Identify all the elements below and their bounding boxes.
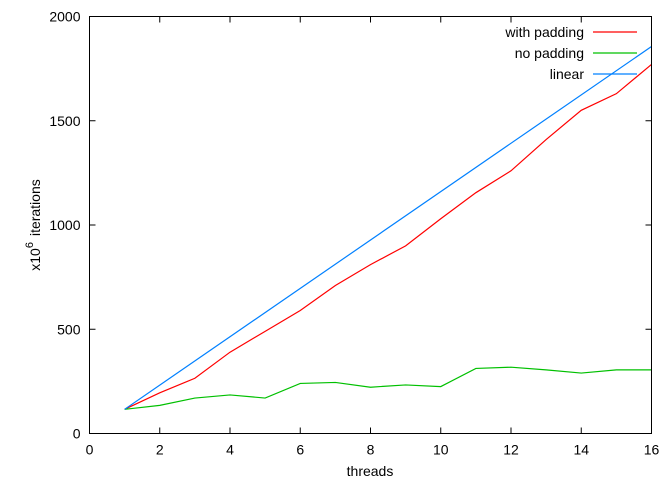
y-tick-label: 1500 (49, 113, 80, 129)
series-line-with-padding (124, 63, 652, 410)
x-tick-label: 16 (644, 442, 660, 458)
y-tick-label: 1000 (49, 217, 80, 233)
y-axis-title-prefix: x10 (27, 248, 43, 271)
series-line-no-padding (124, 366, 652, 410)
legend-label-linear: linear (550, 66, 585, 82)
x-tick-label: 2 (156, 442, 164, 458)
y-tick-label: 500 (57, 321, 81, 337)
x-tick-label: 6 (296, 442, 304, 458)
legend-label-with-padding: with padding (504, 24, 584, 40)
y-tick-label: 2000 (49, 9, 80, 25)
x-tick-label: 4 (226, 442, 234, 458)
y-axis-title-suffix: iterations (27, 179, 43, 236)
series-line-linear (124, 46, 652, 410)
x-axis-title: threads (347, 463, 394, 479)
plot-frame (89, 16, 652, 434)
y-axis-title: x106 iterations (24, 179, 43, 271)
x-tick-label: 10 (433, 442, 449, 458)
x-tick-label: 14 (573, 442, 589, 458)
x-tick-label: 0 (86, 442, 94, 458)
x-tick-label: 12 (503, 442, 519, 458)
x-tick-label: 8 (367, 442, 375, 458)
series-layer (124, 46, 652, 410)
legend-label-no-padding: no padding (515, 45, 584, 61)
legend: with padding no padding linear (504, 24, 637, 82)
y-axis-title-exponent: 6 (24, 242, 36, 248)
y-tick-label: 0 (73, 426, 81, 442)
